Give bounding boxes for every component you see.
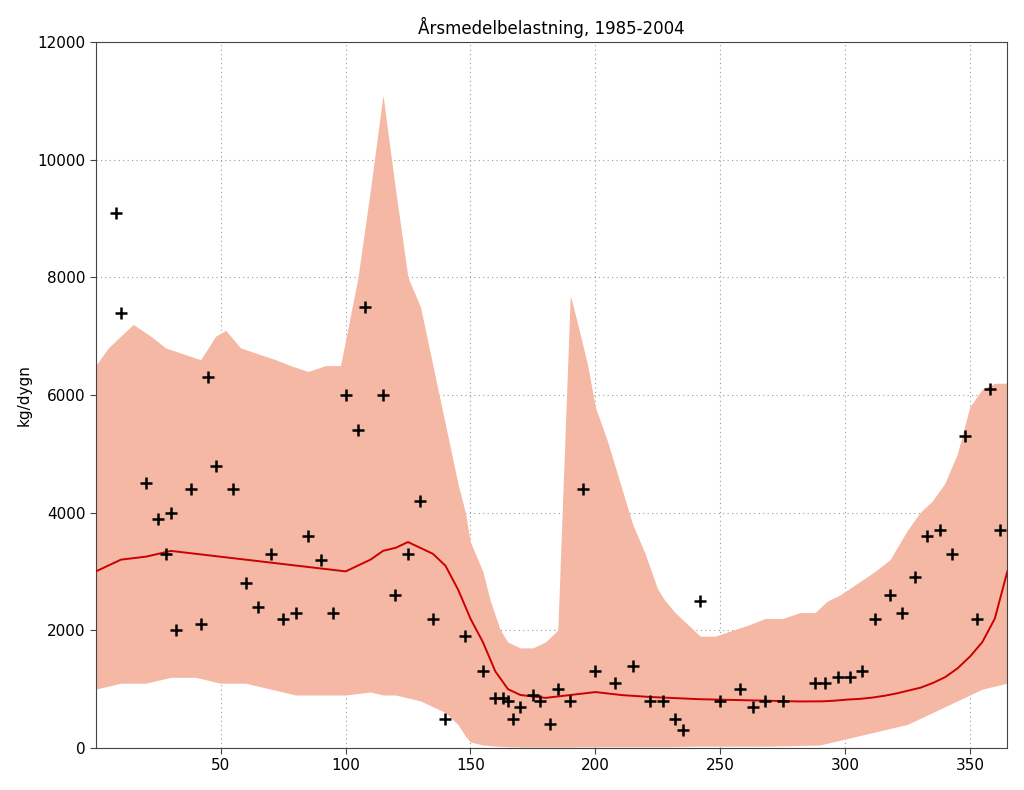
Point <box>829 671 846 683</box>
Point <box>532 694 549 707</box>
Point <box>262 547 279 560</box>
Point <box>399 547 416 560</box>
Point <box>512 701 528 713</box>
Point <box>854 665 870 678</box>
Title: Årsmedelbelastning, 1985-2004: Årsmedelbelastning, 1985-2004 <box>418 17 685 38</box>
Point <box>238 577 254 589</box>
Point <box>413 495 429 507</box>
Point <box>969 612 985 625</box>
Point <box>982 383 998 396</box>
Y-axis label: kg/dygn: kg/dygn <box>16 364 32 426</box>
Point <box>920 530 936 543</box>
Point <box>158 547 174 560</box>
Point <box>250 600 266 613</box>
Point <box>587 665 603 678</box>
Point <box>882 589 898 601</box>
Point <box>500 694 516 707</box>
Point <box>475 665 492 678</box>
Point <box>842 671 858 683</box>
Point <box>200 371 216 384</box>
Point <box>337 389 353 401</box>
Point <box>387 589 403 601</box>
Point <box>312 553 329 566</box>
Point <box>163 506 179 519</box>
Point <box>654 694 671 707</box>
Point <box>457 630 473 642</box>
Point <box>350 424 367 437</box>
Point <box>300 530 316 543</box>
Point <box>894 606 910 619</box>
Point <box>642 694 658 707</box>
Point <box>542 718 558 731</box>
Point <box>906 571 923 584</box>
Point <box>625 659 641 672</box>
Point <box>757 694 773 707</box>
Point <box>807 677 823 690</box>
Point <box>208 459 224 472</box>
Point <box>550 683 566 695</box>
Point <box>137 477 154 490</box>
Point <box>712 694 728 707</box>
Point <box>505 713 521 725</box>
Point <box>357 300 374 313</box>
Point <box>168 624 184 637</box>
Point <box>932 524 948 536</box>
Point <box>108 206 124 219</box>
Point <box>193 618 209 630</box>
Point <box>744 701 761 713</box>
Point <box>524 689 541 702</box>
Point <box>375 389 391 401</box>
Point <box>607 677 624 690</box>
Point <box>817 677 834 690</box>
Point <box>182 483 199 495</box>
Point <box>113 307 129 319</box>
Point <box>675 724 691 736</box>
Point <box>574 483 591 495</box>
Point <box>991 524 1008 536</box>
Point <box>487 691 504 704</box>
Point <box>562 694 579 707</box>
Point <box>150 512 166 525</box>
Point <box>692 595 709 608</box>
Point <box>732 683 749 695</box>
Point <box>425 612 441 625</box>
Point <box>774 694 791 707</box>
Point <box>225 483 242 495</box>
Point <box>437 713 454 725</box>
Point <box>956 430 973 442</box>
Point <box>288 606 304 619</box>
Point <box>325 606 341 619</box>
Point <box>944 547 961 560</box>
Point <box>667 713 683 725</box>
Point <box>274 612 291 625</box>
Point <box>866 612 883 625</box>
Point <box>495 691 511 704</box>
